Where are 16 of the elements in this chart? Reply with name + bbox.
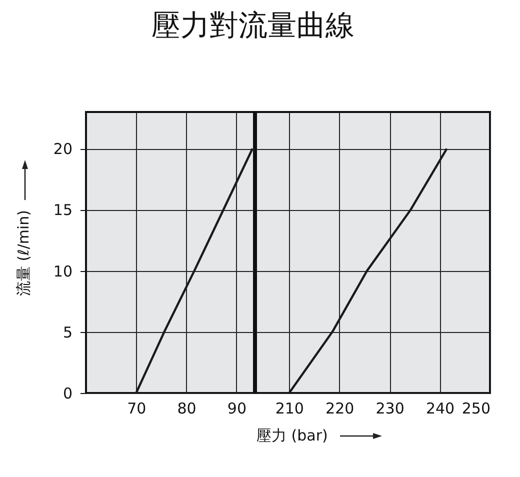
x-axis-title: 壓力 (bar) xyxy=(256,426,328,444)
y-tick-label: 15 xyxy=(53,201,72,220)
x-tick-label: 250 xyxy=(462,400,490,418)
y-tick-label: 20 xyxy=(53,140,72,158)
y-tick-label: 0 xyxy=(62,384,72,402)
x-tick-label: 230 xyxy=(376,400,404,418)
x-tick-label: 210 xyxy=(275,400,304,418)
y-tick-label: 10 xyxy=(53,262,72,280)
x-tick-label: 220 xyxy=(326,400,354,418)
x-tick-label: 240 xyxy=(426,400,455,418)
y-tick-label: 5 xyxy=(62,323,72,342)
x-tick-label: 80 xyxy=(177,400,196,418)
x-tick-label: 70 xyxy=(127,400,146,418)
y-axis-title: 流量 (ℓ/min) xyxy=(14,210,32,296)
x-tick-label: 90 xyxy=(227,400,246,418)
chart-title: 壓力對流量曲線 xyxy=(151,8,354,42)
